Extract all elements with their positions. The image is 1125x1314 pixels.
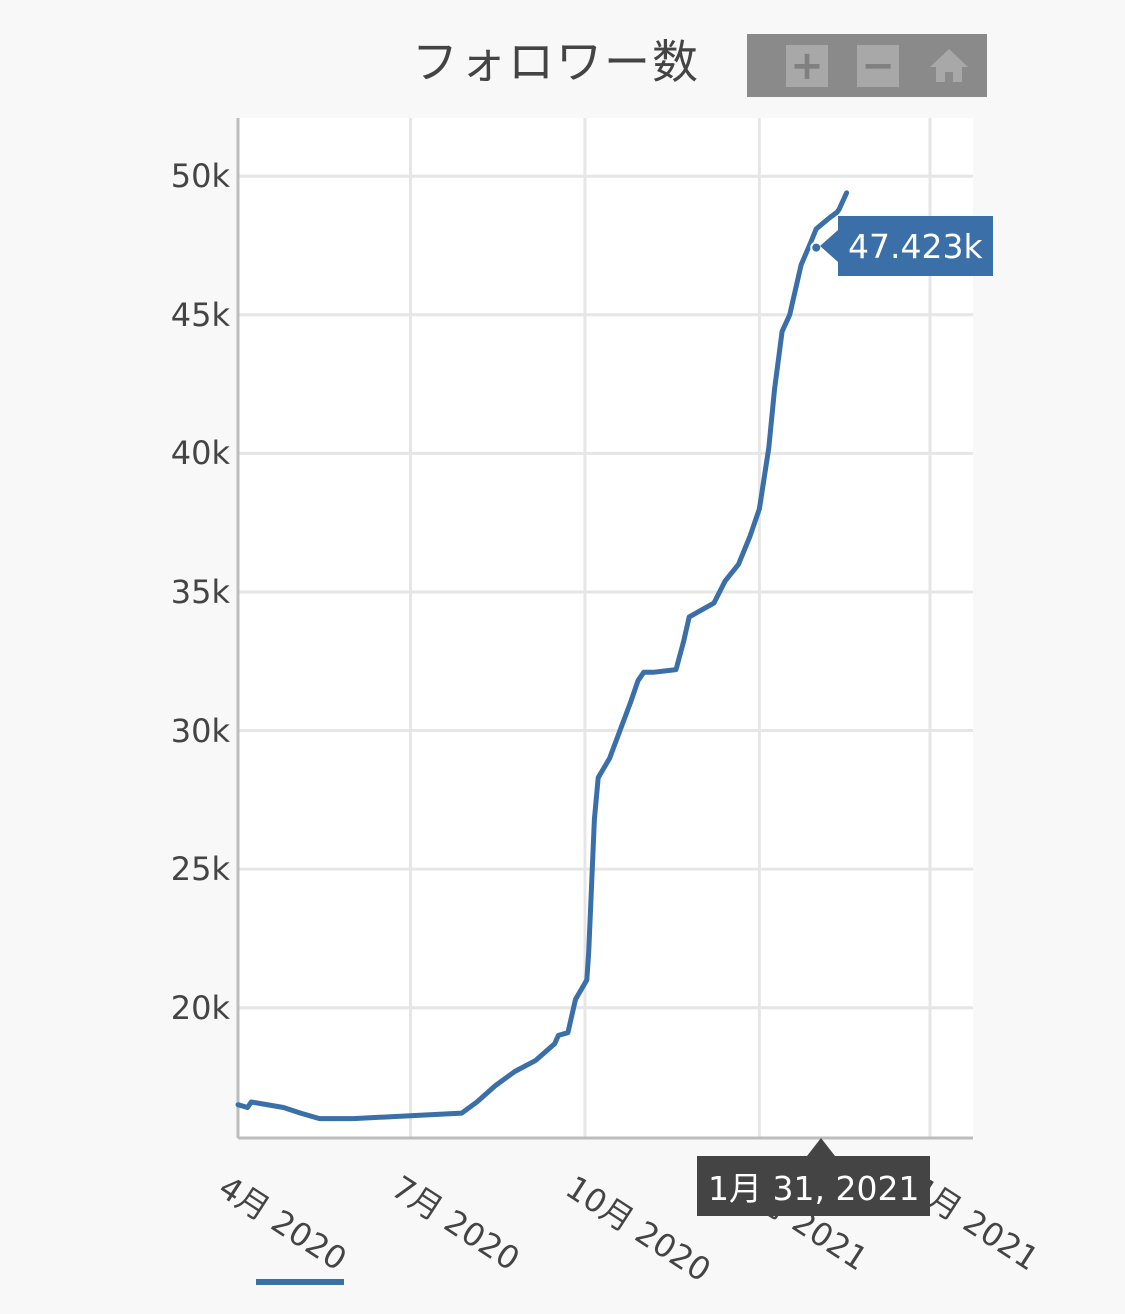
series-line (235, 190, 850, 1122)
y-tick-label: 35k (170, 572, 230, 611)
zoom-in-button[interactable]: + (786, 45, 828, 87)
chart-toolbar: + − (747, 34, 987, 97)
y-tick-label: 50k (170, 157, 230, 196)
zoom-out-button[interactable]: − (857, 45, 899, 87)
y-tick-label: 30k (170, 711, 230, 750)
reset-zoom-button[interactable] (928, 45, 970, 87)
y-tick-label: 40k (170, 434, 230, 473)
plot-area (238, 118, 973, 1138)
minus-icon: − (861, 43, 895, 89)
y-tick-label: 25k (170, 850, 230, 889)
y-tick-label: 45k (170, 295, 230, 334)
legend-series-swatch[interactable] (256, 1279, 344, 1285)
chart-title: フォロワー数 (412, 35, 700, 89)
plus-icon: + (790, 43, 824, 89)
hover-value-callout: 47.423k (820, 216, 993, 276)
home-icon (930, 49, 968, 82)
y-tick-label: 20k (170, 988, 230, 1027)
hover-date-callout: 1月 31, 2021 (697, 1138, 931, 1216)
